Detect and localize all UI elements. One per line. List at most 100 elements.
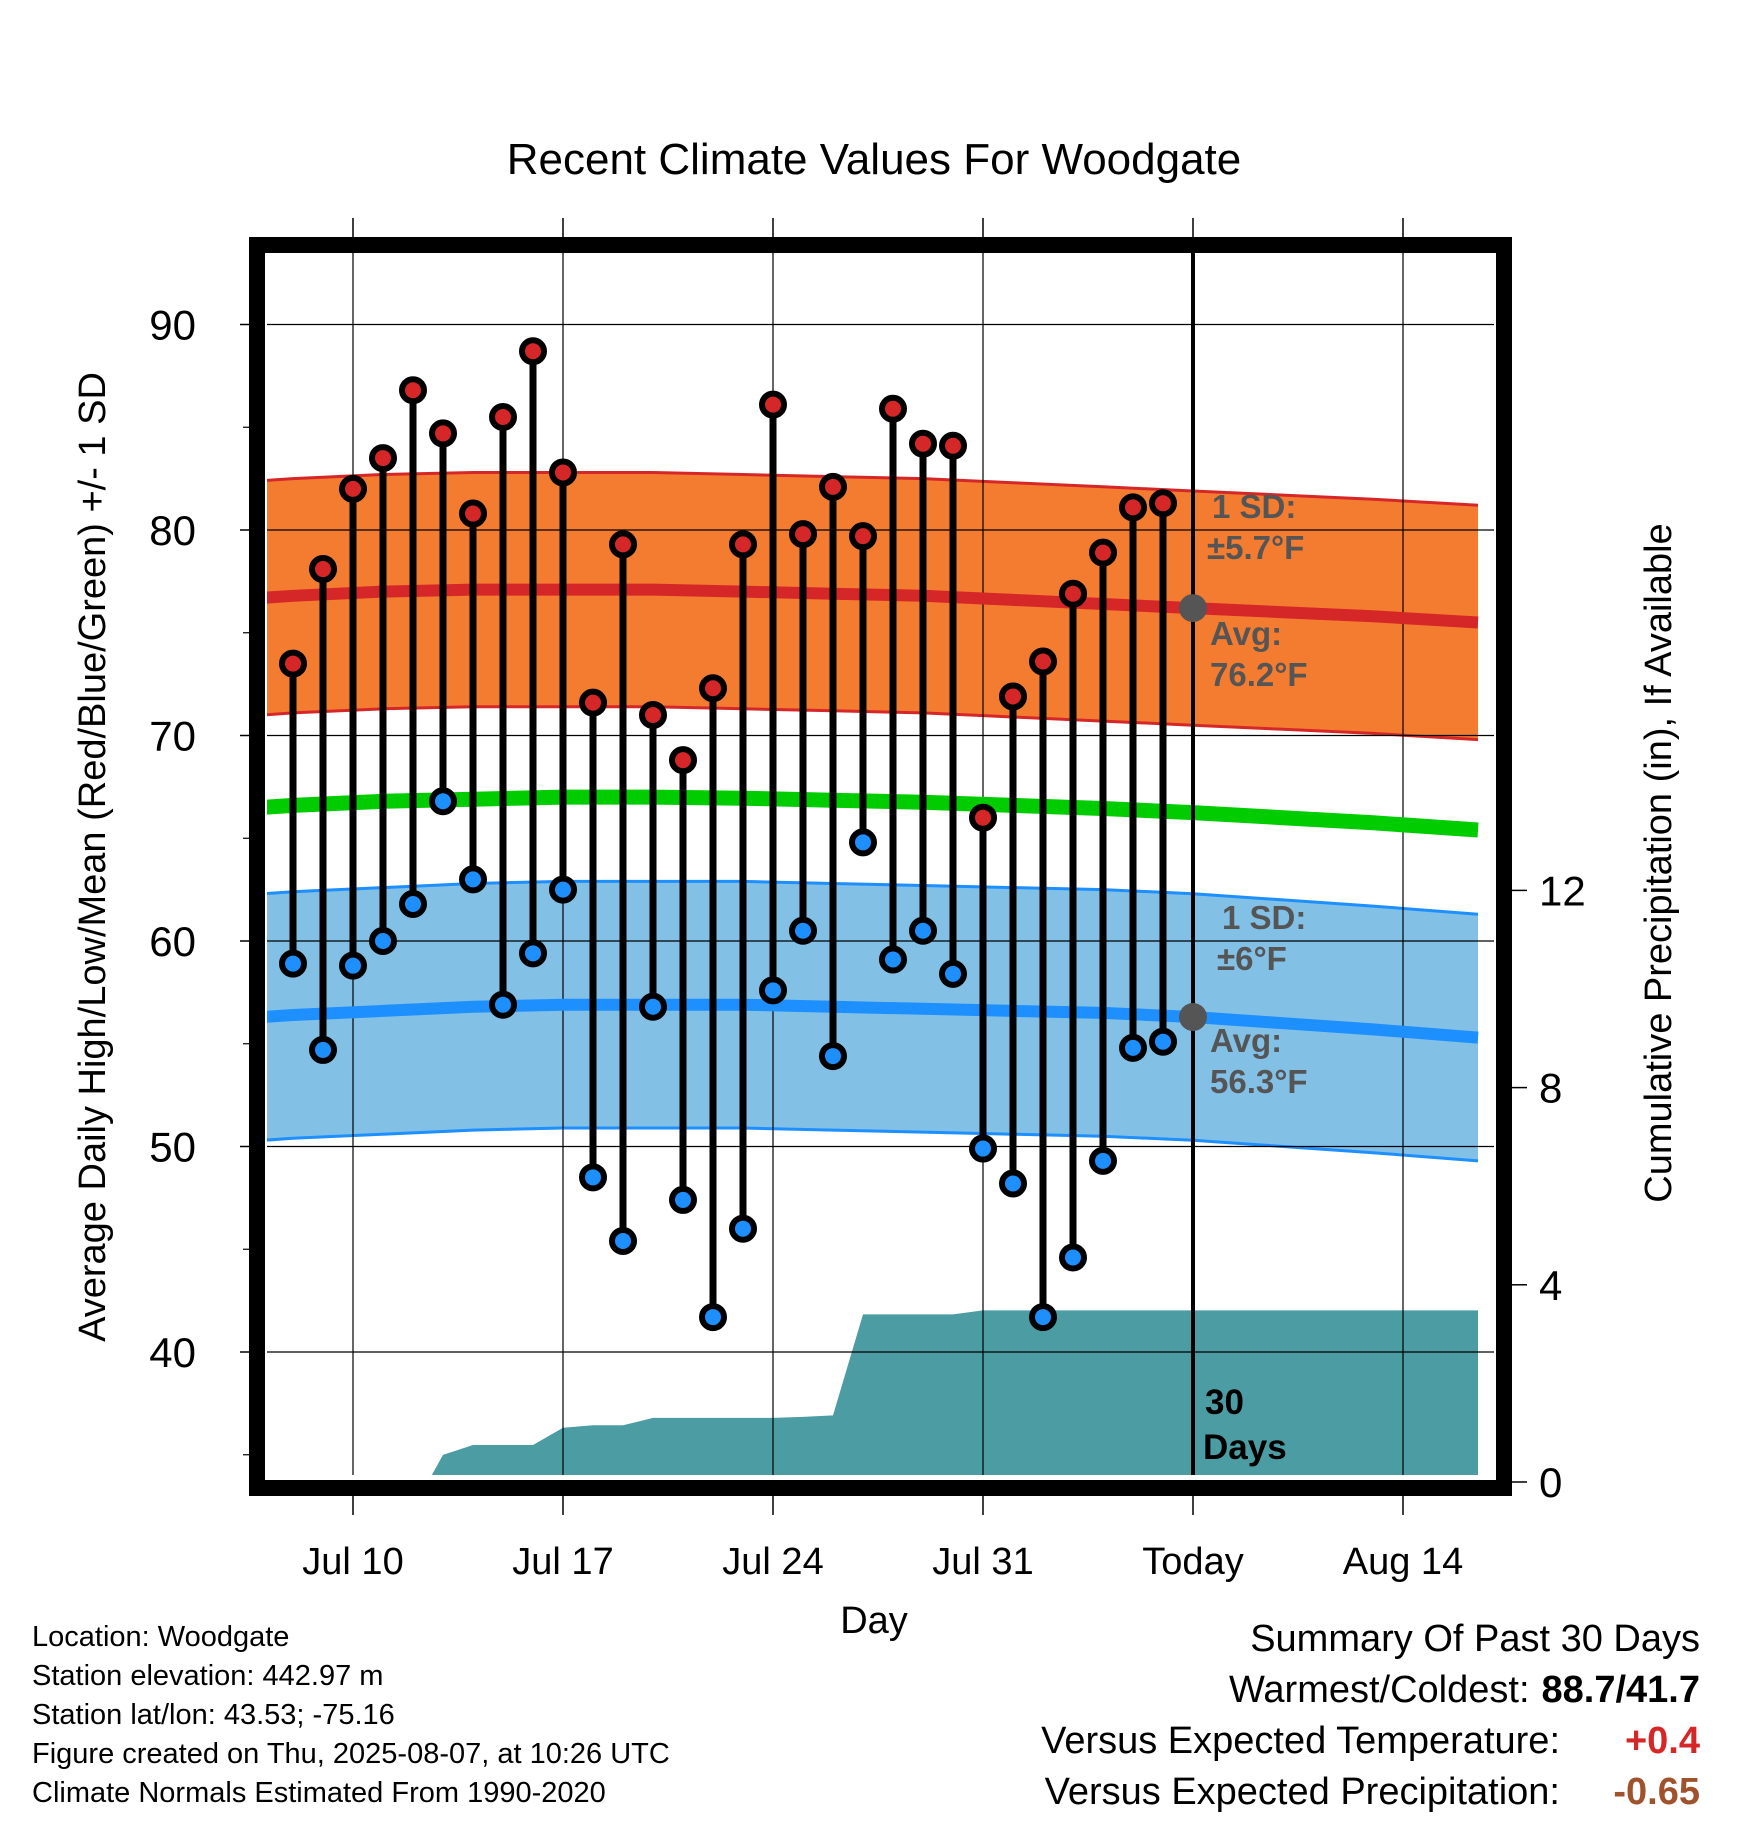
y-tick-label: 60 bbox=[149, 918, 196, 965]
daily-high-point bbox=[549, 458, 577, 487]
y-tick-label: 40 bbox=[149, 1329, 196, 1376]
daily-high-point bbox=[1149, 489, 1177, 518]
daily-high-point bbox=[939, 431, 967, 460]
precip-value: -0.65 bbox=[1613, 1771, 1700, 1813]
y2-tick-label: 0 bbox=[1539, 1459, 1562, 1506]
daily-high-point bbox=[699, 674, 727, 703]
daily-high-point bbox=[609, 530, 637, 559]
precip-label: Versus Expected Precipitation: bbox=[1044, 1771, 1560, 1813]
created-text: Figure created on Thu, 2025-08-07, at 10… bbox=[32, 1738, 670, 1770]
daily-high-point bbox=[489, 402, 517, 431]
y-tick-label: 80 bbox=[149, 507, 196, 554]
daily-low-point bbox=[819, 1042, 847, 1071]
y2-axis-label: Cumulative Precipitation (in), If Availa… bbox=[1638, 523, 1680, 1202]
y-tick-label: 90 bbox=[149, 302, 196, 349]
daily-high-point bbox=[909, 429, 937, 458]
x-tick-label: Jul 31 bbox=[932, 1541, 1033, 1583]
daily-low-point bbox=[339, 951, 367, 980]
daily-high-point bbox=[729, 530, 757, 559]
x-tick-label: Jul 24 bbox=[722, 1541, 823, 1583]
high-sd-value: ±5.7°F bbox=[1207, 529, 1304, 566]
today-days-label: 30 Days bbox=[1203, 1383, 1287, 1467]
low-sd-label: 1 SD: bbox=[1222, 899, 1306, 936]
daily-high-point bbox=[519, 337, 547, 366]
high-avg-value: 76.2°F bbox=[1210, 656, 1308, 693]
daily-low-point bbox=[1089, 1146, 1117, 1175]
daily-low-point bbox=[699, 1303, 727, 1332]
daily-low-point bbox=[729, 1214, 757, 1243]
y-tick-label: 70 bbox=[149, 713, 196, 760]
daily-low-point bbox=[909, 916, 937, 945]
warm-cold-value: 88.7/41.7 bbox=[1541, 1669, 1700, 1711]
daily-high-point bbox=[759, 390, 787, 419]
location-text: Location: Woodgate bbox=[32, 1621, 290, 1653]
today-low-normal-marker bbox=[1179, 1003, 1207, 1032]
low-sd-value: ±6°F bbox=[1217, 940, 1287, 977]
elevation-text: Station elevation: 442.97 m bbox=[32, 1660, 384, 1692]
temp-value: +0.4 bbox=[1624, 1720, 1700, 1762]
daily-low-point bbox=[399, 890, 427, 919]
y-tick-label: 50 bbox=[149, 1124, 196, 1171]
daily-low-point bbox=[429, 787, 457, 816]
today-days-line: 30 bbox=[1205, 1383, 1244, 1422]
daily-high-point bbox=[1119, 493, 1147, 522]
summary-title: Summary Of Past 30 Days bbox=[1250, 1618, 1700, 1660]
daily-low-point bbox=[1059, 1243, 1087, 1272]
daily-high-point bbox=[1059, 579, 1087, 608]
daily-high-point bbox=[369, 444, 397, 473]
daily-low-point bbox=[459, 865, 487, 894]
daily-low-point bbox=[879, 945, 907, 974]
summary-warm-cold: Warmest/Coldest: 88.7/41.7 bbox=[1041, 1665, 1700, 1716]
daily-high-point bbox=[789, 520, 817, 549]
low-avg-label: Avg: bbox=[1210, 1022, 1282, 1059]
daily-low-point bbox=[1119, 1033, 1147, 1062]
y2-tick-label: 12 bbox=[1539, 867, 1586, 914]
daily-high-point bbox=[399, 376, 427, 405]
x-tick-label: Aug 14 bbox=[1343, 1541, 1463, 1583]
daily-low-point bbox=[549, 875, 577, 904]
daily-low-point bbox=[639, 992, 667, 1021]
x-axis-label: Day bbox=[840, 1600, 908, 1642]
daily-low-point bbox=[279, 949, 307, 978]
daily-low-point bbox=[609, 1227, 637, 1256]
daily-high-point bbox=[279, 649, 307, 678]
y2-tick-label: 8 bbox=[1539, 1065, 1562, 1112]
y-axis-label: Average Daily High/Low/Mean (Red/Blue/Gr… bbox=[72, 372, 114, 1342]
daily-low-point bbox=[1149, 1027, 1177, 1056]
chart-title: Recent Climate Values For Woodgate bbox=[507, 135, 1242, 184]
daily-low-point bbox=[1029, 1303, 1057, 1332]
daily-high-point bbox=[429, 419, 457, 448]
daily-high-point bbox=[309, 555, 337, 584]
daily-low-point bbox=[309, 1035, 337, 1064]
low-sd-band bbox=[267, 881, 1478, 1161]
daily-high-point bbox=[1029, 647, 1057, 676]
daily-high-point bbox=[579, 688, 607, 717]
today-days-line: Days bbox=[1203, 1428, 1287, 1467]
daily-high-point bbox=[999, 682, 1027, 711]
summary-precip: Versus Expected Precipitation: -0.65 bbox=[1041, 1767, 1700, 1818]
daily-low-point bbox=[969, 1134, 997, 1163]
daily-low-point bbox=[939, 959, 967, 988]
latlon-text: Station lat/lon: 43.53; -75.16 bbox=[32, 1699, 395, 1731]
temp-label: Versus Expected Temperature: bbox=[1041, 1720, 1560, 1762]
high-sd-band bbox=[267, 472, 1478, 740]
warm-cold-label: Warmest/Coldest: bbox=[1228, 1669, 1530, 1711]
high-avg-label: Avg: bbox=[1210, 615, 1282, 652]
daily-low-point bbox=[369, 927, 397, 955]
plot-inner bbox=[267, 250, 1494, 1475]
daily-high-point bbox=[339, 474, 367, 503]
x-tick-label: Today bbox=[1142, 1541, 1243, 1583]
normals-text: Climate Normals Estimated From 1990-2020 bbox=[32, 1777, 606, 1809]
daily-high-point bbox=[819, 472, 847, 501]
station-info: Location: Woodgate Station elevation: 44… bbox=[32, 1618, 670, 1813]
daily-high-point bbox=[459, 499, 487, 528]
summary-panel: Summary Of Past 30 Days Warmest/Coldest:… bbox=[1041, 1614, 1700, 1818]
today-high-normal-marker bbox=[1179, 594, 1207, 623]
x-tick-label: Jul 17 bbox=[512, 1541, 613, 1583]
daily-low-point bbox=[789, 916, 817, 945]
y2-tick-label: 4 bbox=[1539, 1262, 1562, 1309]
daily-high-point bbox=[969, 803, 997, 832]
daily-high-point bbox=[1089, 538, 1117, 567]
daily-high-point bbox=[879, 394, 907, 423]
